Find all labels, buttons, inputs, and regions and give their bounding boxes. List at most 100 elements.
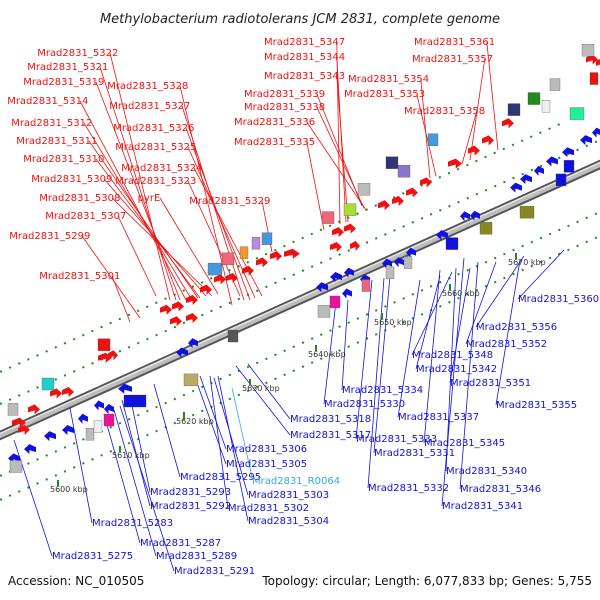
forward-gene-arrow-11	[226, 272, 238, 283]
forward-gene-arrow-17	[344, 223, 356, 234]
forward-leader-line	[103, 178, 207, 297]
reverse-leader-line	[495, 259, 521, 406]
forward-leader-line	[79, 100, 187, 301]
reverse-gene-label: Mrad2831_5330	[324, 399, 405, 410]
reverse-gene-label: Mrad2831_5334	[342, 385, 423, 396]
kbp-tick-label: 5660 kbp	[442, 289, 480, 298]
reverse-leader-line	[373, 275, 391, 454]
gene-box-50	[581, 44, 595, 57]
reverse-gene-label: Mrad2831_5345	[424, 438, 505, 449]
forward-gene-arrow-7	[172, 301, 184, 312]
gene-box-38	[239, 246, 249, 259]
reverse-gene-label: Mrad2831_5337	[398, 412, 479, 423]
forward-gene-label: Mrad2831_5354	[348, 74, 429, 85]
kbp-tick-label: 5630 kbp	[242, 384, 280, 393]
forward-leader-line	[88, 140, 199, 299]
forward-gene-label: Mrad2831_5361	[414, 37, 495, 48]
forward-gene-label: Mrad2831_5336	[234, 117, 315, 128]
reverse-gene-arrow-56	[44, 431, 56, 442]
reverse-gene-label: Mrad2831_5295	[180, 472, 261, 483]
reverse-gene-arrow-64	[316, 282, 328, 293]
reverse-gene-label: Mrad2831_5352	[466, 339, 547, 350]
reverse-gene-arrow-77	[562, 147, 574, 158]
forward-leader-line	[469, 58, 486, 161]
forward-gene-arrow-32	[18, 424, 30, 435]
forward-gene-arrow-15	[284, 248, 300, 259]
reverse-gene-label: Mrad2831_5360	[518, 294, 599, 305]
forward-gene-arrow-16	[332, 227, 344, 238]
forward-gene-arrow-21	[420, 177, 432, 188]
forward-leader-line	[461, 110, 478, 165]
forward-leader-line	[81, 235, 141, 319]
reverse-leader-line	[475, 255, 525, 328]
reverse-gene-label: Mrad2831_5318	[290, 414, 371, 425]
reverse-gene-label: Mrad2831_5292	[150, 501, 231, 512]
forward-gene-arrow-10	[214, 274, 226, 285]
reverse-gene-arrow-69	[406, 247, 416, 258]
forward-gene-label: Mrad2831_5307	[45, 211, 126, 222]
kbp-tick-label: 5670 kbp	[508, 258, 546, 267]
reverse-gene-arrow-55	[24, 444, 36, 455]
forward-gene-arrow-30	[330, 241, 342, 252]
reverse-leader-line	[129, 395, 151, 493]
reverse-leader-line	[441, 257, 465, 507]
reverse-gene-label: Mrad2831_5348	[412, 350, 493, 361]
forward-gene-label: Mrad2831_5325	[115, 142, 196, 153]
forward-leader-line	[95, 158, 201, 299]
forward-gene-label: Mrad2831_5328	[107, 81, 188, 92]
reverse-gene-label: Mrad2831_5293	[150, 487, 231, 498]
forward-leader-line	[306, 141, 325, 231]
forward-gene-label: Mrad2831_5322	[37, 48, 118, 59]
reverse-gene-arrow-62	[176, 347, 188, 358]
forward-gene-label: Mrad2831_5319	[23, 77, 104, 88]
gene-box-88	[227, 329, 239, 343]
gene-box-96	[519, 206, 535, 219]
forward-gene-arrow-25	[502, 118, 514, 129]
forward-gene-label: Mrad2831_5311	[16, 136, 97, 147]
reverse-leader-line	[355, 279, 373, 440]
forward-gene-label: Mrad2831_5343	[264, 71, 345, 82]
forward-gene-arrow-9	[200, 284, 212, 295]
forward-gene-label: Mrad2831_5358	[404, 106, 485, 117]
gene-box-82	[9, 460, 23, 473]
gene-box-97	[555, 173, 567, 187]
forward-leader-line	[416, 93, 437, 177]
reverse-gene-arrow-61	[118, 383, 132, 394]
forward-gene-label: pyrE	[138, 193, 161, 204]
reverse-leader-line	[217, 375, 249, 522]
forward-leader-line	[95, 81, 181, 301]
reverse-gene-arrow-67	[382, 258, 392, 269]
forward-gene-label: Mrad2831_5314	[7, 96, 88, 107]
kbp-tick-label: 5610 kbp	[112, 451, 150, 460]
forward-leader-line	[486, 41, 499, 151]
forward-gene-arrow-13	[256, 257, 268, 268]
reverse-gene-label: Mrad2831_5342	[416, 364, 497, 375]
forward-gene-arrow-24	[482, 135, 494, 146]
forward-leader-line	[159, 197, 219, 295]
reverse-leader-line	[445, 267, 457, 472]
kbp-tick-label: 5620 kbp	[176, 417, 214, 426]
reverse-gene-label: Mrad2831_5332	[368, 483, 449, 494]
reverse-gene-arrow-80	[342, 288, 352, 299]
gene-box-33	[7, 403, 19, 416]
reverse-leader-line	[213, 377, 249, 496]
reverse-gene-label: Mrad2831_5303	[248, 490, 329, 501]
reverse-gene-arrow-79	[592, 127, 600, 138]
reverse-gene-labels: Mrad2831_5360Mrad2831_5356Mrad2831_5352M…	[52, 294, 599, 577]
forward-leader-line	[420, 78, 431, 179]
reverse-leader-line	[415, 275, 441, 370]
gene-box-94	[445, 237, 459, 250]
forward-leader-line	[111, 197, 213, 297]
genome-summary-text: Topology: circular; Length: 6,077,833 bp…	[261, 574, 592, 588]
forward-gene-label: Mrad2831_5301	[39, 271, 120, 282]
gene-box-39	[251, 237, 261, 250]
reverse-gene-arrow-59	[94, 400, 104, 411]
forward-gene-label: Mrad2831_5308	[39, 193, 120, 204]
reverse-leader-line	[517, 249, 565, 300]
grid-rails	[0, 123, 600, 501]
gene-box-83	[85, 428, 95, 441]
forward-gene-arrow-3	[62, 387, 74, 398]
forward-gene-arrow-20	[406, 187, 418, 198]
kbp-tick-label: 5600 kbp	[50, 485, 88, 494]
reverse-gene-arrow-71	[460, 211, 470, 222]
